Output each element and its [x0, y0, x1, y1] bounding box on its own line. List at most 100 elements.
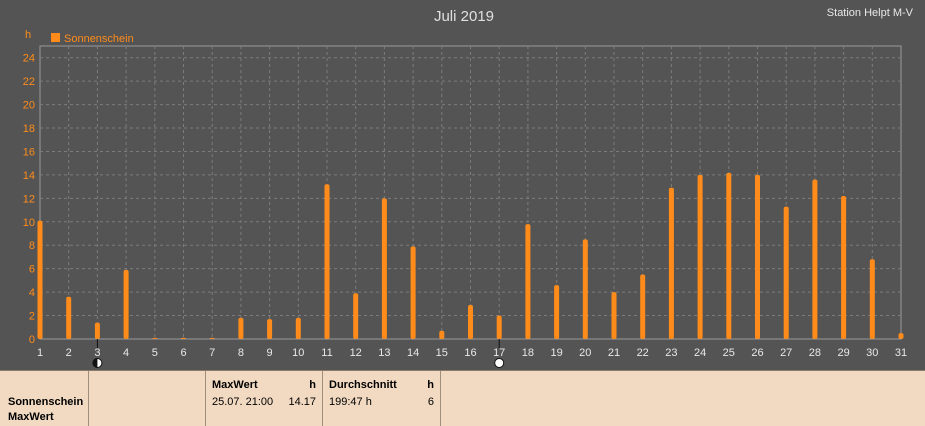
row-labels: Sonnenschein MaxWert: [0, 371, 88, 426]
bar: [468, 305, 473, 339]
x-tick-label: 4: [123, 347, 129, 359]
x-tick-label: 30: [866, 347, 878, 359]
bar: [841, 196, 847, 339]
x-tick-label: 13: [378, 347, 390, 359]
y-axis-unit: h: [25, 29, 31, 41]
max-value: 14.17: [288, 396, 316, 408]
bar: [582, 239, 588, 339]
x-tick-label: 29: [837, 347, 849, 359]
bar: [668, 187, 674, 339]
bar: [324, 184, 330, 339]
avg-unit: h: [427, 379, 434, 391]
divider: [205, 371, 206, 426]
x-tick-label: 12: [350, 347, 362, 359]
y-tick-label: 6: [29, 264, 35, 276]
bar: [94, 322, 100, 339]
avg-value: 199:47 h: [329, 396, 372, 408]
y-tick-label: 16: [23, 146, 35, 158]
bar: [353, 293, 359, 339]
row-label-sunshine: Sonnenschein: [8, 396, 84, 408]
bar: [869, 259, 875, 339]
bars: [37, 172, 904, 339]
avg-days: 6: [427, 396, 434, 408]
x-tick-label: 20: [579, 347, 591, 359]
moon-markers: [92, 339, 505, 368]
x-tick-label: 17: [493, 347, 505, 359]
max-date: 25.07. 21:00: [212, 396, 274, 408]
x-tick-label: 1: [37, 347, 43, 359]
y-tick-label: 14: [23, 170, 35, 182]
bar: [381, 198, 387, 339]
bar: [812, 179, 818, 339]
bar: [123, 269, 129, 339]
y-tick-label: 22: [23, 76, 35, 88]
x-tick-label: 14: [407, 347, 419, 359]
divider: [322, 371, 323, 426]
x-tick-label: 2: [66, 347, 72, 359]
bar: [37, 220, 43, 339]
x-tick-label: 31: [895, 347, 907, 359]
bar: [525, 224, 531, 339]
x-tick-label: 6: [180, 347, 186, 359]
y-tick-label: 2: [29, 311, 35, 323]
station-label: Station Helpt M-V: [827, 7, 914, 19]
bar: [783, 206, 789, 339]
legend-swatch: [51, 33, 60, 42]
divider: [88, 371, 89, 426]
x-tick-label: 16: [464, 347, 476, 359]
divider: [440, 371, 441, 426]
x-tick-label: 3: [94, 347, 100, 359]
x-tick-label: 24: [694, 347, 706, 359]
grid-lines: [40, 46, 901, 339]
x-tick-label: 7: [209, 347, 215, 359]
max-header: MaxWert: [212, 379, 258, 391]
y-tick-label: 20: [23, 100, 35, 112]
bar: [640, 274, 646, 339]
x-tick-label: 10: [292, 347, 304, 359]
bar: [755, 174, 760, 339]
sunshine-chart: Juli 2019 Station Helpt M-V h Sonnensche…: [23, 7, 914, 368]
bar: [697, 174, 703, 339]
x-tick-label: 5: [152, 347, 158, 359]
x-tick-label: 9: [267, 347, 273, 359]
moon-half-shade: [92, 358, 98, 368]
x-axis-ticks: 1 2 3 4 5 6 7 8 9 10 11 12 13 14 15 16 17 18 19 20 21 22 23 24 2…: [37, 347, 907, 359]
y-tick-label: 24: [23, 53, 35, 65]
bar: [267, 319, 273, 339]
bar: [496, 315, 502, 339]
x-tick-label: 27: [780, 347, 792, 359]
bar: [295, 317, 301, 339]
row-label-maxwert: MaxWert: [8, 411, 54, 423]
bar: [209, 337, 215, 339]
x-tick-label: 23: [665, 347, 677, 359]
max-unit: h: [309, 379, 316, 391]
y-tick-label: 0: [29, 334, 35, 346]
bar: [554, 285, 560, 339]
x-tick-label: 8: [238, 347, 244, 359]
average-column: Durchschnitt h 199:47 h 6: [323, 371, 440, 426]
y-tick-label: 8: [29, 240, 35, 252]
bar: [898, 333, 904, 339]
y-tick-label: 18: [23, 123, 35, 135]
legend-label: Sonnenschein: [64, 33, 134, 45]
max-column: MaxWert h 25.07. 21:00 14.17: [206, 371, 322, 426]
bar: [439, 330, 445, 339]
y-tick-label: 12: [23, 193, 35, 205]
x-tick-label: 15: [436, 347, 448, 359]
x-tick-label: 22: [637, 347, 649, 359]
x-tick-label: 26: [751, 347, 763, 359]
x-tick-label: 18: [522, 347, 534, 359]
x-tick-label: 25: [723, 347, 735, 359]
bar: [726, 172, 732, 339]
x-tick-label: 19: [550, 347, 562, 359]
bar: [152, 337, 158, 339]
chart-title: Juli 2019: [434, 8, 494, 25]
x-tick-label: 11: [321, 347, 332, 359]
moon-icon: [494, 358, 505, 368]
chart-area: Juli 2019 Station Helpt M-V h Sonnensche…: [23, 7, 914, 368]
x-tick-label: 21: [608, 347, 620, 359]
y-tick-label: 4: [29, 287, 35, 299]
x-tick-label: 28: [809, 347, 821, 359]
bar: [611, 292, 617, 339]
